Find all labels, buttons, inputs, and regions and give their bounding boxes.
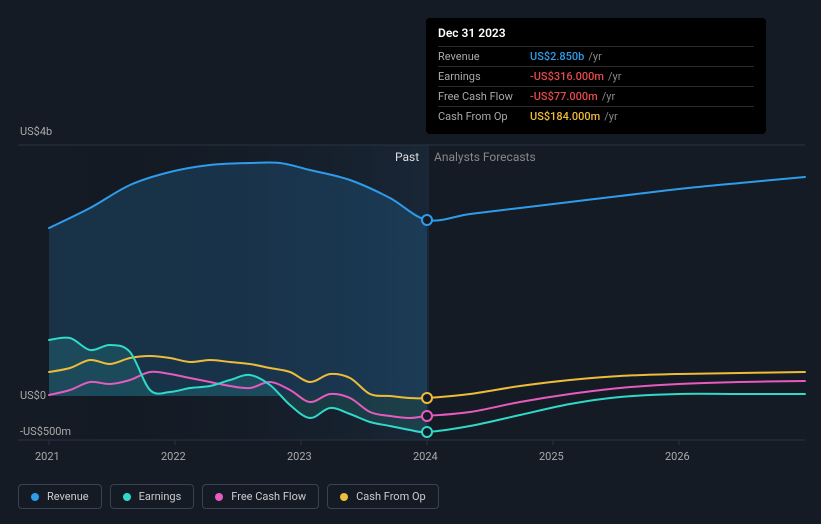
tooltip-row: Free Cash Flow-US$77.000m/yr xyxy=(438,86,754,106)
x-axis-label: 2024 xyxy=(413,450,438,463)
tooltip-row-value: -US$316.000m xyxy=(530,70,604,83)
tooltip-row-unit: /yr xyxy=(602,90,615,103)
tooltip-row: Cash From OpUS$184.000m/yr xyxy=(438,106,754,126)
forecast-label: Analysts Forecasts xyxy=(434,150,536,164)
legend-dot-icon xyxy=(123,493,131,501)
tooltip-row-label: Earnings xyxy=(438,70,530,83)
tooltip-row-value: US$2.850b xyxy=(530,50,584,63)
legend-label: Cash From Op xyxy=(356,490,426,503)
tooltip-date: Dec 31 2023 xyxy=(438,26,754,46)
legend-label: Revenue xyxy=(47,490,89,503)
x-axis-label: 2021 xyxy=(35,450,60,463)
x-axis-label: 2022 xyxy=(161,450,186,463)
tooltip-row-value: US$184.000m xyxy=(530,110,600,123)
tooltip-row-unit: /yr xyxy=(608,70,621,83)
x-axis-label: 2023 xyxy=(287,450,312,463)
financial-chart: US$4b US$0 -US$500m 2021 2022 2023 2024 2025 20… xyxy=(0,0,821,524)
tooltip-row-unit: /yr xyxy=(588,50,601,63)
legend-label: Earnings xyxy=(139,490,182,503)
tooltip-row-label: Cash From Op xyxy=(438,110,530,123)
chart-tooltip: Dec 31 2023 RevenueUS$2.850b/yrEarnings-… xyxy=(426,18,766,134)
tooltip-row: RevenueUS$2.850b/yr xyxy=(438,46,754,66)
tooltip-row-unit: /yr xyxy=(604,110,617,123)
legend-free-cash-flow[interactable]: Free Cash Flow xyxy=(202,484,319,509)
legend-cash-from-op[interactable]: Cash From Op xyxy=(327,484,439,509)
legend-revenue[interactable]: Revenue xyxy=(18,484,102,509)
tooltip-row-label: Revenue xyxy=(438,50,530,63)
past-label: Past xyxy=(395,150,419,164)
y-axis-label: -US$500m xyxy=(20,425,71,438)
y-axis-label: US$4b xyxy=(20,125,52,138)
legend-dot-icon xyxy=(31,493,39,501)
chart-legend: Revenue Earnings Free Cash Flow Cash From O… xyxy=(18,484,439,509)
legend-label: Free Cash Flow xyxy=(231,490,306,503)
legend-dot-icon xyxy=(340,493,348,501)
legend-dot-icon xyxy=(215,493,223,501)
x-axis-label: 2026 xyxy=(665,450,690,463)
tooltip-row-value: -US$77.000m xyxy=(530,90,598,103)
x-axis-label: 2025 xyxy=(539,450,564,463)
tooltip-row: Earnings-US$316.000m/yr xyxy=(438,66,754,86)
tooltip-row-label: Free Cash Flow xyxy=(438,90,530,103)
legend-earnings[interactable]: Earnings xyxy=(110,484,195,509)
y-axis-label: US$0 xyxy=(20,389,46,402)
